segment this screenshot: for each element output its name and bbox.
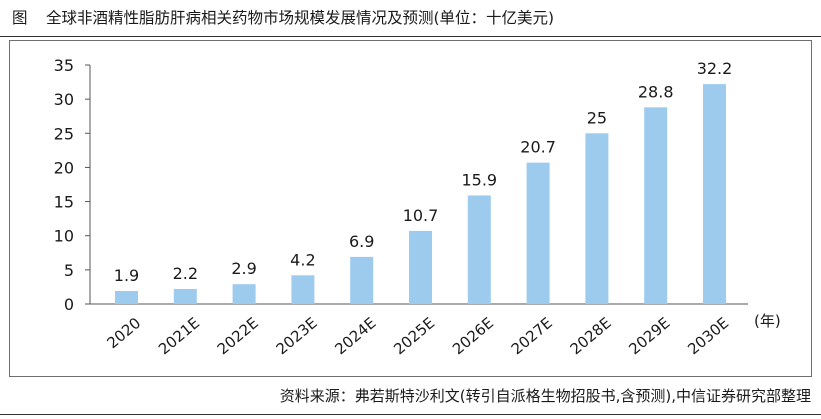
bar <box>350 256 374 304</box>
bar <box>409 230 432 304</box>
bar <box>291 275 315 304</box>
chart-frame <box>9 40 812 377</box>
data-label: 1.9 <box>114 266 139 285</box>
top-rule <box>0 36 821 37</box>
chart-title: 图全球非酒精性脂肪肝病相关药物市场规模发展情况及预测(单位：十亿美元) <box>12 6 554 30</box>
data-label: 2.2 <box>173 264 198 283</box>
data-label: 2.9 <box>231 259 256 278</box>
bar <box>585 133 609 304</box>
y-tick-label: 5 <box>64 261 74 280</box>
figure-label: 图 <box>12 9 28 27</box>
bar <box>115 291 138 304</box>
x-tick-label: 2030E <box>684 314 732 358</box>
data-label: 10.7 <box>403 206 439 225</box>
bottom-rule <box>0 414 821 415</box>
x-tick-label: 2026E <box>449 314 497 358</box>
y-tick-label: 35 <box>54 56 74 75</box>
y-tick-label: 20 <box>54 158 74 177</box>
source-note: 资料来源：弗若斯特沙利文(转引自派格生物招股书,含预测),中信证券研究部整理 <box>279 387 811 405</box>
bar <box>526 162 550 304</box>
y-tick-label: 0 <box>64 295 74 314</box>
data-label: 4.2 <box>290 250 315 269</box>
bar <box>703 84 726 305</box>
data-label: 6.9 <box>349 232 374 251</box>
bar <box>644 107 668 304</box>
y-tick-label: 25 <box>54 124 74 143</box>
y-tick-label: 15 <box>54 193 74 212</box>
bar <box>173 288 197 304</box>
x-tick-label: 2029E <box>625 314 673 358</box>
data-label: 20.7 <box>520 138 556 157</box>
x-tick-label: 2020 <box>103 314 144 352</box>
data-label: 32.2 <box>697 59 733 78</box>
bar <box>232 284 256 304</box>
x-tick-label: 2024E <box>331 314 379 358</box>
x-tick-label: 2027E <box>508 314 556 358</box>
x-tick-label: 2028E <box>567 314 615 358</box>
bar <box>467 195 491 304</box>
x-tick-label: 2023E <box>273 314 321 358</box>
y-tick-label: 10 <box>54 227 74 246</box>
x-tick-label: 2022E <box>214 314 262 358</box>
x-tick-label: 2025E <box>390 314 438 358</box>
x-axis-label: (年) <box>754 312 781 330</box>
y-tick-label: 30 <box>54 90 74 109</box>
data-label: 28.8 <box>638 82 674 101</box>
x-tick-label: 2021E <box>155 314 203 358</box>
data-label: 25 <box>587 108 607 127</box>
data-label: 15.9 <box>461 170 497 189</box>
chart-title-text: 全球非酒精性脂肪肝病相关药物市场规模发展情况及预测(单位：十亿美元) <box>46 9 555 27</box>
